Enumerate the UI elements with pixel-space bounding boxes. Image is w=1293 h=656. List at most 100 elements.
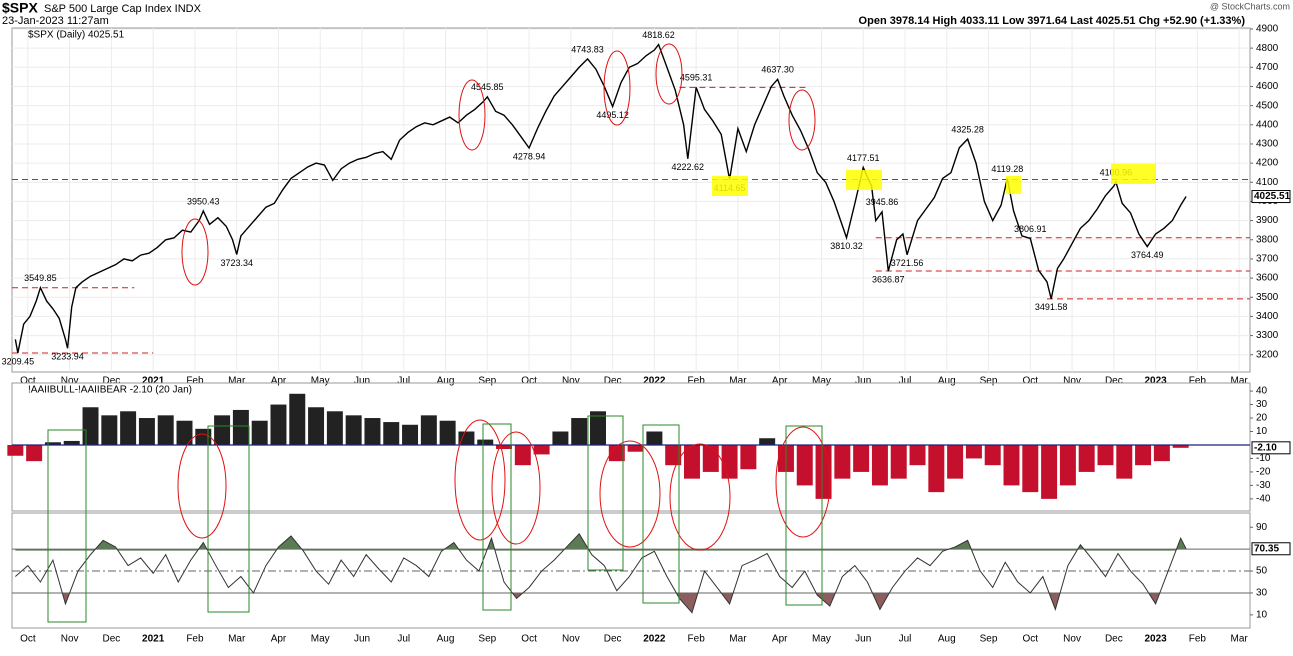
x-tick-label: Oct [521,634,537,645]
x-tick-label: Oct [20,376,36,387]
y-tick-label: 4100 [1256,177,1279,188]
bar [63,440,80,445]
y-tick-label: -40 [1256,494,1271,505]
price-label: 4119.28 [991,164,1023,174]
price-label: 3549.85 [24,273,57,283]
ellipse [177,433,227,539]
x-tick-label: Sep [478,376,496,387]
x-tick-label: Feb [688,376,706,387]
bar [402,424,419,445]
y-tick-label: -20 [1256,467,1271,478]
price-label: 3806.91 [1014,224,1047,234]
highlight [1006,176,1021,194]
x-tick-label: May [812,376,831,387]
bar [571,418,588,445]
price-label: 4495.12 [596,110,629,120]
bar [458,431,475,445]
y-tick-label: 10 [1256,426,1268,437]
price-label: 4177.51 [847,153,880,163]
x-tick-label: Jul [397,634,410,645]
x-tick-label: Apr [772,634,788,645]
x-tick-label: Dec [1105,634,1123,645]
x-tick-label: Aug [938,634,956,645]
bar [965,444,982,459]
extreme-area [15,533,1187,551]
bar [1003,444,1020,486]
x-tick-label: Aug [437,376,455,387]
bar [195,428,212,445]
x-tick-label: Feb [688,634,706,645]
ellipse [788,89,816,151]
bar [251,420,268,445]
bar [514,444,531,466]
price-label: 3945.86 [866,197,899,207]
x-tick-label: Mar [729,376,747,387]
price-label: 3233.94 [51,352,84,362]
y-tick-label: 30 [1256,588,1268,599]
y-tick-label: 90 [1256,522,1268,533]
price-label: 4818.62 [642,30,675,40]
box [47,429,87,623]
last-value-box [1251,542,1291,556]
x-tick-label: 2023 [1144,634,1167,645]
bar [1116,444,1133,479]
price-label: 3810.32 [830,241,863,251]
x-tick-label: Aug [437,634,455,645]
box [482,423,512,611]
x-tick-label: Jun [354,634,370,645]
date: 23-Jan-2023 11:27am [2,15,109,27]
x-tick-label: Feb [186,376,204,387]
box [207,425,250,613]
y-tick-label: 4200 [1256,158,1279,169]
panels: Oct Nov Dec 2021 Feb Mar Apr May Jun Jul Aug Sep Oct… [2,24,1291,645]
symbol-name: S&P 500 Large Cap Index INDX [44,3,202,15]
bar [702,444,719,472]
bar [1041,444,1058,499]
bar [345,415,362,445]
bar [1022,444,1039,493]
bar [552,431,569,445]
y-tick-label: 3400 [1256,311,1279,322]
last-value: -2.10 [1254,442,1277,453]
bar [890,444,907,479]
bar [496,444,513,450]
last-value-box [1251,190,1291,204]
bar [1078,444,1095,472]
ellipse [491,431,541,545]
bar [477,439,494,445]
x-tick-label: Dec [604,376,622,387]
bar [326,411,343,445]
price-label: 3764.49 [1131,250,1164,260]
bar [82,407,99,445]
x-tick-label: 2022 [643,634,666,645]
price-label: 4595.31 [680,73,713,83]
bar [157,415,174,445]
x-tick-label: Sep [478,634,496,645]
panel-frame [11,27,1251,373]
bar [627,444,644,452]
x-tick-label: Apr [772,376,788,387]
extreme-area [62,593,1160,613]
y-tick-label: 20 [1256,413,1268,424]
bar [683,444,700,479]
bar [759,438,776,445]
box [587,415,624,571]
bar [270,404,287,445]
price-label: 3721.56 [891,258,924,268]
bar [138,418,155,445]
bar [420,415,437,445]
bar [26,444,43,462]
bar [120,411,137,445]
panel-title: $SPX (Daily) 4025.51 [28,30,125,41]
price-label: 3491.58 [1035,302,1068,312]
bar [984,444,1001,466]
x-tick-label: Nov [1063,634,1081,645]
bar [1059,444,1076,486]
bar [1172,444,1189,448]
price-label: 4325.28 [951,124,984,134]
bar [796,444,813,486]
highlight [846,170,882,190]
price-label: 4222.62 [672,162,705,172]
y-tick-label: 4800 [1256,43,1279,54]
ellipse [603,50,631,126]
